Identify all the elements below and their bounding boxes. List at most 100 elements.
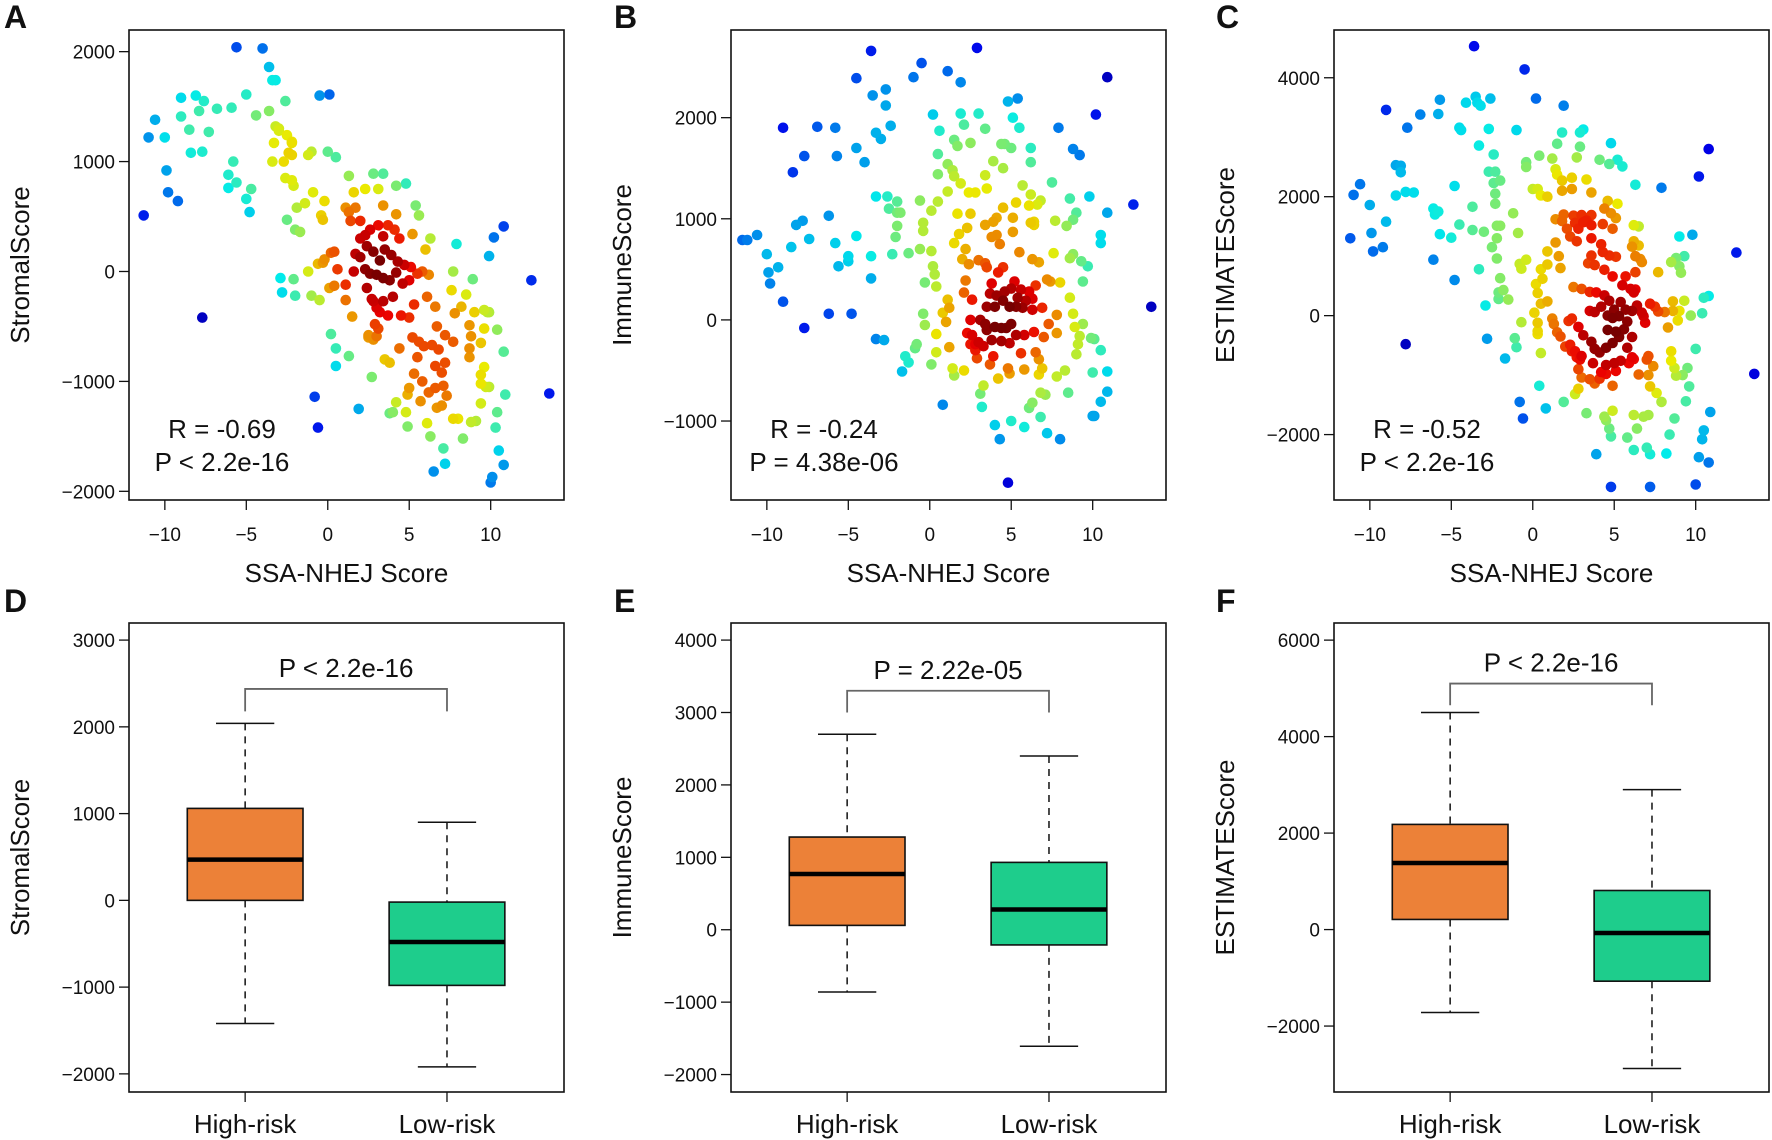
scatter-point [1007, 226, 1019, 238]
scatter-point [1035, 411, 1046, 423]
scatter-point [1433, 108, 1444, 120]
scatter-point [1017, 180, 1028, 191]
scatter-point [1460, 97, 1472, 108]
scatter-point [926, 245, 937, 257]
scatter-point [498, 221, 510, 232]
scatter-point [1380, 104, 1392, 116]
scatter-point [288, 273, 299, 285]
scatter-point [1048, 247, 1059, 259]
scatter-point [1102, 366, 1113, 377]
scatter-point [469, 306, 480, 318]
scatter-point [1348, 189, 1359, 201]
scatter-point [1542, 246, 1553, 257]
scatter-point [1638, 411, 1649, 423]
scatter-point [903, 247, 914, 259]
scatter-point [988, 216, 999, 228]
scatter-point [1454, 219, 1465, 230]
scatter-point [1085, 332, 1097, 344]
scatter-point [475, 369, 487, 381]
scatter-point [353, 403, 365, 415]
x-category-label: High-risk [796, 1109, 900, 1139]
scatter-point [464, 320, 475, 331]
scatter-point [410, 200, 422, 211]
scatter-point [1542, 259, 1553, 270]
scatter-point [1046, 177, 1058, 188]
scatter-point [833, 261, 844, 272]
scatter-point [1620, 304, 1631, 316]
y-tick-label: 0 [1309, 307, 1320, 328]
scatter-point [1674, 231, 1685, 242]
y-tick-label: −2000 [1267, 426, 1320, 447]
scatter-point [965, 208, 976, 219]
scatter-point [787, 167, 799, 178]
scatter-point [1615, 296, 1626, 308]
scatter-point [223, 182, 234, 194]
scatter-point [467, 273, 479, 285]
plot-frame [730, 29, 1167, 501]
scatter-point [1494, 272, 1506, 284]
scatter-point [1354, 178, 1366, 190]
scatter-point [1622, 432, 1633, 443]
scatter-point [441, 390, 453, 402]
scatter-point [366, 371, 378, 383]
scatter-point [500, 389, 511, 400]
x-axis-title: SSA-NHEJ Score [245, 558, 449, 588]
scatter-point [1586, 219, 1597, 231]
scatter-point [1041, 427, 1053, 439]
scatter-point [742, 234, 753, 246]
p-value-label: P = 2.22e-05 [873, 655, 1022, 685]
scatter-point [1589, 259, 1600, 271]
scatter-point [1542, 296, 1553, 307]
y-tick-label: 0 [706, 311, 717, 332]
scatter-point [1025, 142, 1037, 154]
scatter-point [1434, 228, 1446, 240]
scatter-point [1644, 381, 1656, 392]
scatter-point [430, 301, 441, 313]
scatter-point [986, 334, 997, 346]
scatter-point [927, 109, 939, 120]
scatter-point [1507, 208, 1519, 219]
scatter-point [1415, 109, 1426, 120]
scatter-point [306, 290, 317, 302]
scatter-point [1012, 292, 1023, 304]
scatter-point [976, 401, 988, 413]
scatter-point [382, 310, 394, 321]
y-tick-label: 2000 [73, 718, 115, 739]
scatter-point [1064, 193, 1076, 204]
scatter-point [914, 243, 926, 255]
scatter-point [394, 343, 405, 354]
scatter-point [377, 200, 389, 211]
scatter-point [1578, 330, 1589, 341]
significance-bracket [244, 688, 448, 712]
scatter-point [831, 150, 843, 162]
scatter-point [493, 445, 505, 456]
scatter-point [190, 90, 202, 101]
scatter-point [786, 241, 797, 253]
scatter-point [1631, 423, 1643, 434]
scatter-point [226, 102, 237, 113]
scatter-point [952, 140, 963, 152]
scatter-point [966, 294, 978, 306]
panel-letter: D [4, 583, 27, 619]
scatter-point [880, 84, 892, 95]
scatter-point [1534, 150, 1545, 161]
scatter-point [937, 399, 949, 411]
scatter-point [1035, 387, 1046, 399]
scatter-point [1534, 380, 1545, 392]
scatter-point [1084, 191, 1095, 202]
scatter-point [1025, 189, 1037, 200]
scatter-point [865, 45, 877, 57]
scatter-point [1574, 141, 1586, 152]
scatter-point [309, 391, 321, 403]
scatter-point [963, 259, 975, 270]
scatter-point [1025, 217, 1037, 229]
scatter-point [312, 422, 324, 433]
y-tick-label: 1000 [73, 805, 115, 826]
scatter-point [348, 266, 360, 277]
scatter-point [465, 331, 477, 342]
scatter-point [1578, 217, 1589, 228]
scatter-point [421, 417, 433, 429]
significance-bracket [1449, 682, 1653, 706]
x-tick-label: −10 [1354, 525, 1386, 546]
scatter-point [926, 359, 937, 370]
